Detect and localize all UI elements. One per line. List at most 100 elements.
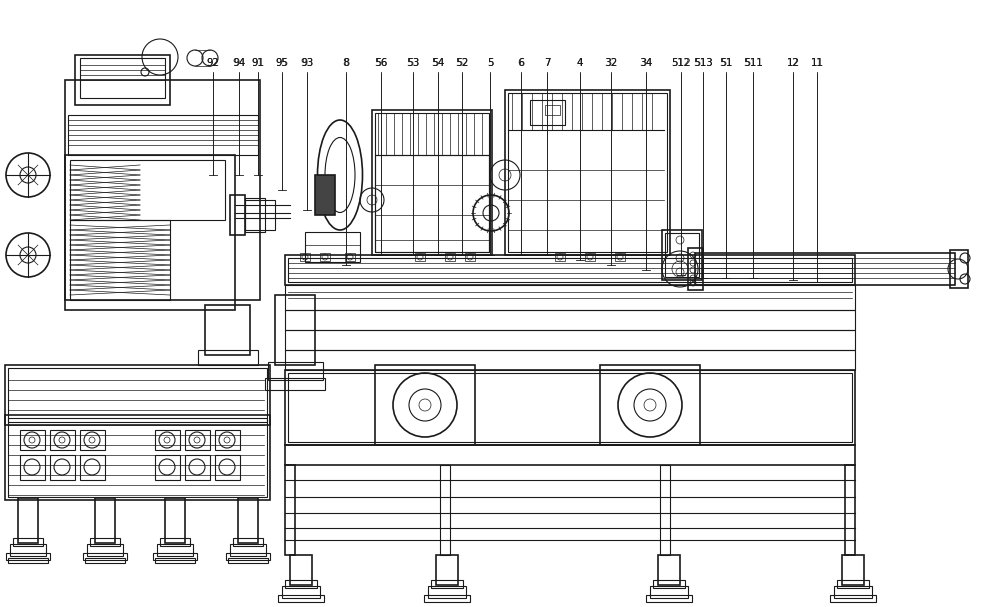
Text: 94: 94 <box>233 58 245 68</box>
Bar <box>285 465 295 555</box>
Text: 92: 92 <box>206 58 220 68</box>
Bar <box>87 544 123 556</box>
Bar <box>80 430 105 450</box>
Bar <box>345 253 355 261</box>
Text: 6: 6 <box>518 58 524 68</box>
Text: 95: 95 <box>276 58 288 68</box>
Text: 53: 53 <box>406 58 420 68</box>
Bar <box>290 555 312 585</box>
Bar <box>440 465 450 555</box>
Bar <box>215 455 240 480</box>
Bar <box>315 175 335 215</box>
Text: 32: 32 <box>605 58 617 68</box>
Bar <box>165 498 185 543</box>
Bar <box>155 430 180 450</box>
Text: 11: 11 <box>810 58 824 68</box>
Bar <box>70 160 225 220</box>
Bar <box>268 362 323 380</box>
Bar <box>80 58 165 98</box>
Bar <box>305 232 360 262</box>
Bar <box>157 544 193 556</box>
Text: 6: 6 <box>518 58 524 68</box>
Bar <box>375 155 489 252</box>
Text: 51: 51 <box>719 58 733 68</box>
Bar <box>83 553 127 560</box>
Bar <box>20 430 45 450</box>
Text: 91: 91 <box>251 58 265 68</box>
Bar <box>275 295 315 365</box>
Bar <box>465 253 475 261</box>
Text: 53: 53 <box>407 58 419 68</box>
Bar <box>6 553 50 560</box>
Bar <box>585 253 595 261</box>
Text: 511: 511 <box>743 58 763 68</box>
Bar <box>278 595 324 602</box>
Bar <box>226 553 270 560</box>
Bar <box>288 373 852 442</box>
Text: 52: 52 <box>455 58 469 68</box>
Bar <box>5 415 270 500</box>
Bar <box>375 365 475 445</box>
Bar <box>155 558 195 563</box>
Bar <box>65 155 235 310</box>
Bar <box>95 498 115 543</box>
Bar <box>653 580 685 588</box>
Bar <box>5 365 270 425</box>
Bar <box>65 80 260 300</box>
Bar <box>238 498 258 543</box>
Bar <box>20 455 45 480</box>
Bar <box>90 538 120 546</box>
Bar <box>688 248 703 290</box>
Bar <box>185 430 210 450</box>
Bar <box>245 200 275 230</box>
Text: 11: 11 <box>811 58 823 68</box>
Text: 5: 5 <box>487 58 493 68</box>
Text: 512: 512 <box>672 58 690 68</box>
Bar <box>13 538 43 546</box>
Bar <box>80 455 105 480</box>
Text: 94: 94 <box>232 58 246 68</box>
Bar <box>8 368 267 422</box>
Bar <box>155 455 180 480</box>
Bar <box>8 558 48 563</box>
Bar <box>842 555 864 585</box>
Bar <box>662 230 702 280</box>
Bar <box>555 253 565 261</box>
Bar <box>845 465 855 555</box>
Bar <box>615 253 625 261</box>
Bar <box>85 558 125 563</box>
Text: 7: 7 <box>544 58 550 68</box>
Text: 95: 95 <box>275 58 289 68</box>
Bar <box>160 538 190 546</box>
Bar <box>834 586 872 598</box>
Text: 512: 512 <box>671 58 691 68</box>
Bar <box>10 544 46 556</box>
Bar <box>950 250 968 288</box>
Bar <box>660 465 670 555</box>
Text: 513: 513 <box>694 58 712 68</box>
Bar <box>205 305 250 355</box>
Text: 56: 56 <box>374 58 388 68</box>
Bar <box>372 110 492 255</box>
Bar <box>424 595 470 602</box>
Bar <box>285 330 855 350</box>
Text: 4: 4 <box>577 58 583 68</box>
Bar <box>285 350 855 370</box>
Bar <box>508 93 667 252</box>
Text: 34: 34 <box>639 58 653 68</box>
Bar <box>285 370 855 445</box>
Text: 8: 8 <box>343 58 349 68</box>
Bar <box>445 253 455 261</box>
Bar <box>530 100 565 125</box>
Bar <box>436 555 458 585</box>
Text: 5: 5 <box>487 58 493 68</box>
Bar <box>665 233 699 277</box>
Text: 93: 93 <box>301 58 313 68</box>
Text: 32: 32 <box>604 58 618 68</box>
Bar <box>320 253 330 261</box>
Bar <box>505 90 670 255</box>
Text: 54: 54 <box>431 58 445 68</box>
Bar <box>228 558 268 563</box>
Text: 511: 511 <box>744 58 762 68</box>
Bar <box>198 350 258 365</box>
